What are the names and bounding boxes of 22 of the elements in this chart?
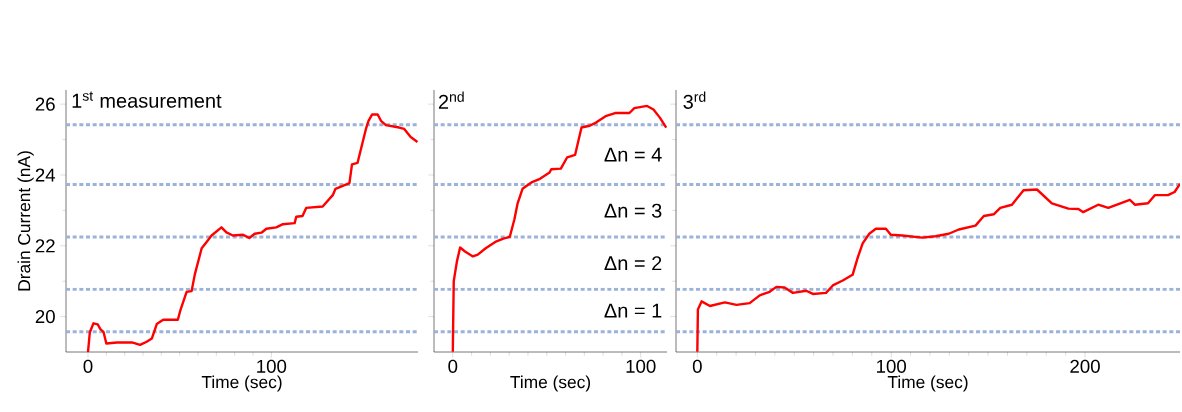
y-tick-label: 24 [35,168,56,182]
x-tick-label: 100 [257,359,287,373]
x-axis-title: Time (sec) [887,375,968,392]
annotation: Δn = 2 [604,256,662,271]
chart-title: 1$^{st}$ measurement [72,91,222,108]
annotation: Δn = 3 [604,203,662,218]
y-tick-label: 26 [35,97,55,111]
x-tick-label: 100 [626,359,656,373]
x-tick-label: 0 [448,359,458,373]
x-axis-title: Time (sec) [510,375,591,392]
x-axis-title: Time (sec) [201,375,282,392]
annotation: Δn = 4 [604,147,662,162]
y-axis-title: Drain Current (nA) [17,151,34,291]
chart-title: 2$^{nd}$ [438,91,464,109]
chart-title: 3$^{rd}$ [683,91,706,109]
x-tick-label: 0 [692,359,702,373]
x-tick-label: 100 [877,359,907,373]
x-tick-label: 0 [83,359,93,373]
annotation: Δn = 1 [604,303,662,318]
x-tick-label: 200 [1070,359,1100,373]
y-tick-label: 22 [35,239,55,253]
y-tick-label: 20 [35,309,55,324]
